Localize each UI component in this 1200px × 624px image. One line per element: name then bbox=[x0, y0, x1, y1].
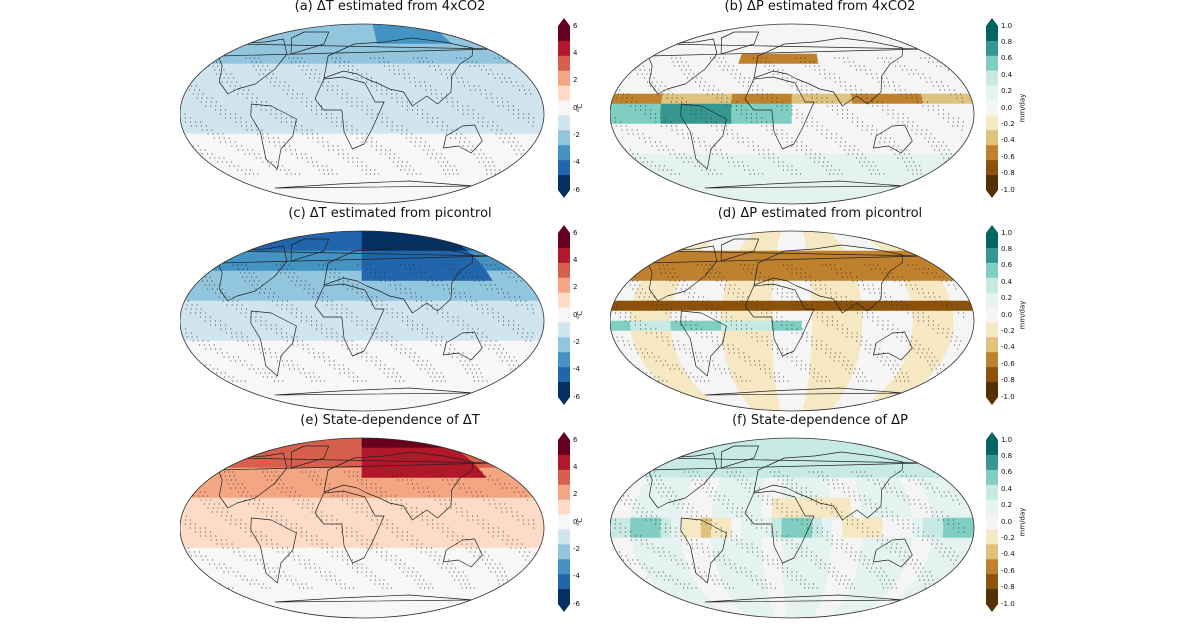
colorbar-gradient bbox=[986, 225, 998, 405]
colorbar-tick-label: -2 bbox=[573, 544, 580, 553]
panel-title: (b) ΔP estimated from 4xCO2 bbox=[724, 0, 916, 14]
colorbar-tick-label: 0.2 bbox=[1001, 294, 1013, 303]
world-map bbox=[180, 23, 545, 205]
world-map bbox=[610, 437, 975, 619]
colorbar-tick-label: 0.0 bbox=[1001, 310, 1013, 319]
colorbar-tick-label: 0.4 bbox=[1001, 484, 1013, 493]
colorbar-tick-label: 2 bbox=[573, 76, 578, 85]
world-map bbox=[180, 437, 545, 619]
colorbar-tick-label: 4 bbox=[573, 462, 578, 471]
colorbar: 1.0 0.8 0.6 0.4 0.2 0.0 -0.2 -0.4 -0.6 -0.8 -1.0 mm… bbox=[986, 225, 1026, 405]
colorbar-tick-label: 0 bbox=[573, 517, 578, 526]
colorbar-tick-label: 1.0 bbox=[1001, 435, 1013, 444]
colorbar-tick-label: 0.4 bbox=[1001, 70, 1013, 79]
colorbar: 6 4 2 0 -2 -4 -6 °C bbox=[558, 432, 598, 612]
colorbar-tick-label: -0.2 bbox=[1001, 326, 1015, 335]
colorbar: 1.0 0.8 0.6 0.4 0.2 0.0 -0.2 -0.4 -0.6 -0.8 -1.0 mm… bbox=[986, 432, 1026, 612]
colorbar-tick-label: -1.0 bbox=[1001, 599, 1015, 608]
colorbar-tick-label: 1.0 bbox=[1001, 21, 1013, 30]
panel-b: (b) ΔP estimated from 4xCO2 1.0 0.8 0.6 0.4… bbox=[610, 0, 1030, 205]
panel-title: (c) ΔT estimated from picontrol bbox=[288, 206, 492, 221]
colorbar-tick-label: 0.8 bbox=[1001, 244, 1013, 253]
colorbar-tick-label: 0.8 bbox=[1001, 37, 1013, 46]
colorbar-tick-label: -0.6 bbox=[1001, 359, 1015, 368]
colorbar-tick-label: 2 bbox=[573, 283, 578, 292]
colorbar-tick-label: 0.6 bbox=[1001, 468, 1013, 477]
colorbar-tick-label: -0.8 bbox=[1001, 376, 1015, 385]
colorbar-tick-label: -0.2 bbox=[1001, 119, 1015, 128]
colorbar-unit-label: °C bbox=[576, 310, 585, 320]
colorbar-tick-label: -1.0 bbox=[1001, 392, 1015, 401]
colorbar-tick-label: -0.4 bbox=[1001, 343, 1015, 352]
colorbar-tick-label: 4 bbox=[573, 255, 578, 264]
colorbar-tick-label: -1.0 bbox=[1001, 185, 1015, 194]
panel-e: (e) State-dependence of ΔT 6 4 2 0 -2 -4 -6 °C bbox=[180, 413, 600, 619]
colorbar-tick-label: 0.6 bbox=[1001, 54, 1013, 63]
colorbar-tick-label: -0.4 bbox=[1001, 550, 1015, 559]
colorbar-tick-label: 0.2 bbox=[1001, 501, 1013, 510]
colorbar-gradient bbox=[558, 225, 570, 405]
colorbar-gradient bbox=[986, 432, 998, 612]
colorbar: 1.0 0.8 0.6 0.4 0.2 0.0 -0.2 -0.4 -0.6 -0.8 -1.0 mm… bbox=[986, 18, 1026, 198]
panel-f: (f) State-dependence of ΔP 1.0 0.8 0.6 0.4 0… bbox=[610, 413, 1030, 619]
panel-title: (a) ΔT estimated from 4xCO2 bbox=[294, 0, 486, 14]
colorbar-unit-label: mm/day bbox=[1018, 300, 1027, 330]
colorbar-tick-label: 0.0 bbox=[1001, 103, 1013, 112]
colorbar-tick-label: 0.2 bbox=[1001, 87, 1013, 96]
colorbar-tick-label: 1.0 bbox=[1001, 228, 1013, 237]
colorbar-tick-label: -0.6 bbox=[1001, 566, 1015, 575]
colorbar-tick-label: 4 bbox=[573, 48, 578, 57]
colorbar-tick-label: 6 bbox=[573, 21, 578, 30]
colorbar-tick-label: -6 bbox=[573, 392, 580, 401]
colorbar-tick-label: -0.8 bbox=[1001, 583, 1015, 592]
colorbar-gradient bbox=[558, 18, 570, 198]
colorbar-tick-label: 0.0 bbox=[1001, 517, 1013, 526]
colorbar-tick-label: 6 bbox=[573, 228, 578, 237]
panel-title: (e) State-dependence of ΔT bbox=[300, 413, 480, 428]
colorbar: 6 4 2 0 -2 -4 -6 °C bbox=[558, 225, 598, 405]
colorbar-tick-label: 2 bbox=[573, 490, 578, 499]
colorbar-tick-label: 0 bbox=[573, 103, 578, 112]
colorbar-tick-label: -0.8 bbox=[1001, 169, 1015, 178]
world-map bbox=[180, 230, 545, 412]
panel-a: (a) ΔT estimated from 4xCO2 6 4 2 0 -2 -4 -6 °C bbox=[180, 0, 600, 205]
panel-c: (c) ΔT estimated from picontrol 6 4 2 0 -2 -4… bbox=[180, 206, 600, 412]
panel-title: (d) ΔP estimated from picontrol bbox=[717, 206, 923, 221]
colorbar-tick-label: -4 bbox=[573, 365, 580, 374]
colorbar-unit-label: mm/day bbox=[1018, 93, 1027, 123]
world-map bbox=[610, 23, 975, 205]
colorbar-tick-label: -4 bbox=[573, 572, 580, 581]
colorbar-tick-label: 0.6 bbox=[1001, 261, 1013, 270]
colorbar-tick-label: -4 bbox=[573, 158, 580, 167]
colorbar-tick-label: -6 bbox=[573, 599, 580, 608]
colorbar-tick-label: -6 bbox=[573, 185, 580, 194]
colorbar-unit-label: °C bbox=[576, 517, 585, 527]
colorbar-tick-label: -0.6 bbox=[1001, 152, 1015, 161]
colorbar-tick-label: 0.4 bbox=[1001, 277, 1013, 286]
colorbar-gradient bbox=[558, 432, 570, 612]
colorbar-tick-label: -2 bbox=[573, 130, 580, 139]
colorbar: 6 4 2 0 -2 -4 -6 °C bbox=[558, 18, 598, 198]
colorbar-gradient bbox=[986, 18, 998, 198]
world-map bbox=[610, 230, 975, 412]
colorbar-tick-label: -0.2 bbox=[1001, 533, 1015, 542]
colorbar-tick-label: 0.8 bbox=[1001, 451, 1013, 460]
colorbar-unit-label: mm/day bbox=[1018, 507, 1027, 537]
colorbar-tick-label: -2 bbox=[573, 337, 580, 346]
colorbar-unit-label: °C bbox=[576, 103, 585, 113]
colorbar-tick-label: 0 bbox=[573, 310, 578, 319]
panel-d: (d) ΔP estimated from picontrol 1.0 0.8 0.… bbox=[610, 206, 1030, 412]
panel-title: (f) State-dependence of ΔP bbox=[732, 413, 908, 428]
colorbar-tick-label: 6 bbox=[573, 435, 578, 444]
colorbar-tick-label: -0.4 bbox=[1001, 136, 1015, 145]
